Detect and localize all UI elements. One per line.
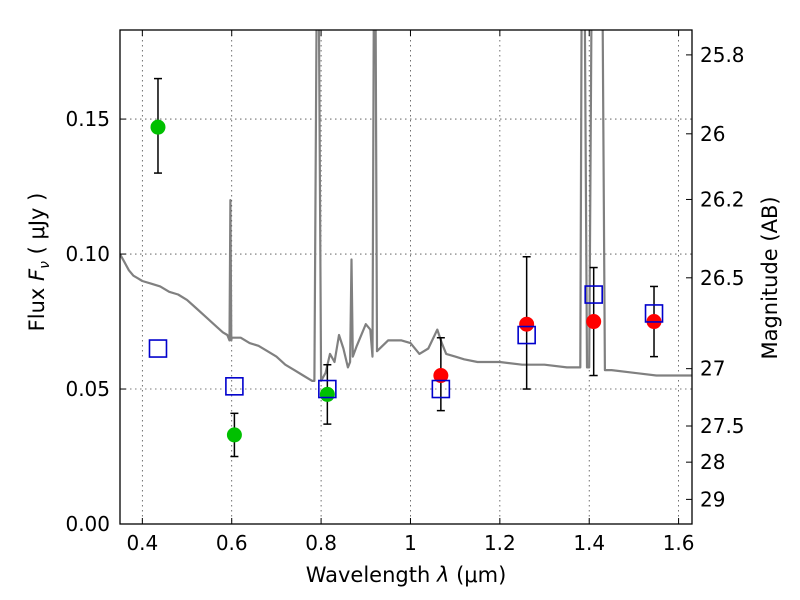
green-data-point	[150, 119, 166, 135]
y-tick-label: 0.05	[65, 377, 110, 401]
axis-ticks: 0.4 0.6 0.8 1 1.2 1.4 1.6 0.00 0.05 0.10 0.15 25.8 2…	[65, 30, 745, 555]
x-tick-label: 1.2	[484, 531, 516, 555]
x-axis-label-symbol: λ	[436, 563, 449, 587]
red-data-point	[519, 316, 535, 332]
model-square-marker	[584, 285, 603, 304]
y2-axis-label: Magnitude (AB)	[758, 196, 782, 359]
x-tick-label: 0.6	[216, 531, 248, 555]
y2-tick-label: 28	[700, 450, 725, 474]
y-axis-label-subscript: ν	[37, 261, 53, 269]
x-tick-label: 1.6	[663, 531, 695, 555]
model-square-marker	[148, 339, 168, 358]
y2-tick-label: 26.2	[700, 187, 745, 211]
model-square-marker	[517, 325, 536, 345]
x-tick-label: 0.8	[305, 531, 337, 555]
grid	[120, 30, 692, 524]
y-axis-label-text: Flux	[25, 281, 49, 331]
plot-area	[120, 30, 692, 458]
spectrum-line	[120, 30, 692, 382]
y-axis-label-symbol: F	[25, 268, 49, 281]
x-axis-label-text: Wavelength	[306, 563, 437, 587]
model-square-marker	[225, 377, 244, 396]
model-square-marker	[644, 304, 664, 323]
y-tick-label: 0.15	[65, 107, 110, 131]
model-square-marker	[431, 379, 451, 399]
y2-tick-label: 26	[700, 122, 725, 146]
x-axis-label-unit: (μm)	[449, 563, 506, 587]
green-data-point	[319, 386, 335, 402]
y-axis-label: Flux Fν ( μJy )	[25, 193, 53, 332]
y-axis-label-unit: ( μJy )	[25, 193, 49, 261]
red-data-point	[586, 314, 602, 330]
x-tick-label: 1	[404, 531, 417, 555]
y2-tick-label: 27	[700, 357, 725, 381]
y2-tick-label: 26.5	[700, 266, 745, 290]
plot-frame	[119, 29, 693, 525]
green-data-point	[226, 427, 242, 443]
y-tick-label: 0.00	[65, 512, 110, 536]
y2-tick-label: 29	[700, 487, 725, 511]
x-tick-label: 1.4	[573, 531, 605, 555]
x-tick-label: 0.4	[126, 531, 158, 555]
x-axis-label: Wavelength λ (μm)	[306, 563, 507, 587]
y2-tick-label: 25.8	[700, 43, 745, 67]
y2-tick-label: 27.5	[700, 414, 745, 438]
model-square-marker	[318, 379, 337, 399]
y-tick-label: 0.10	[65, 242, 110, 266]
red-data-point	[433, 368, 449, 384]
